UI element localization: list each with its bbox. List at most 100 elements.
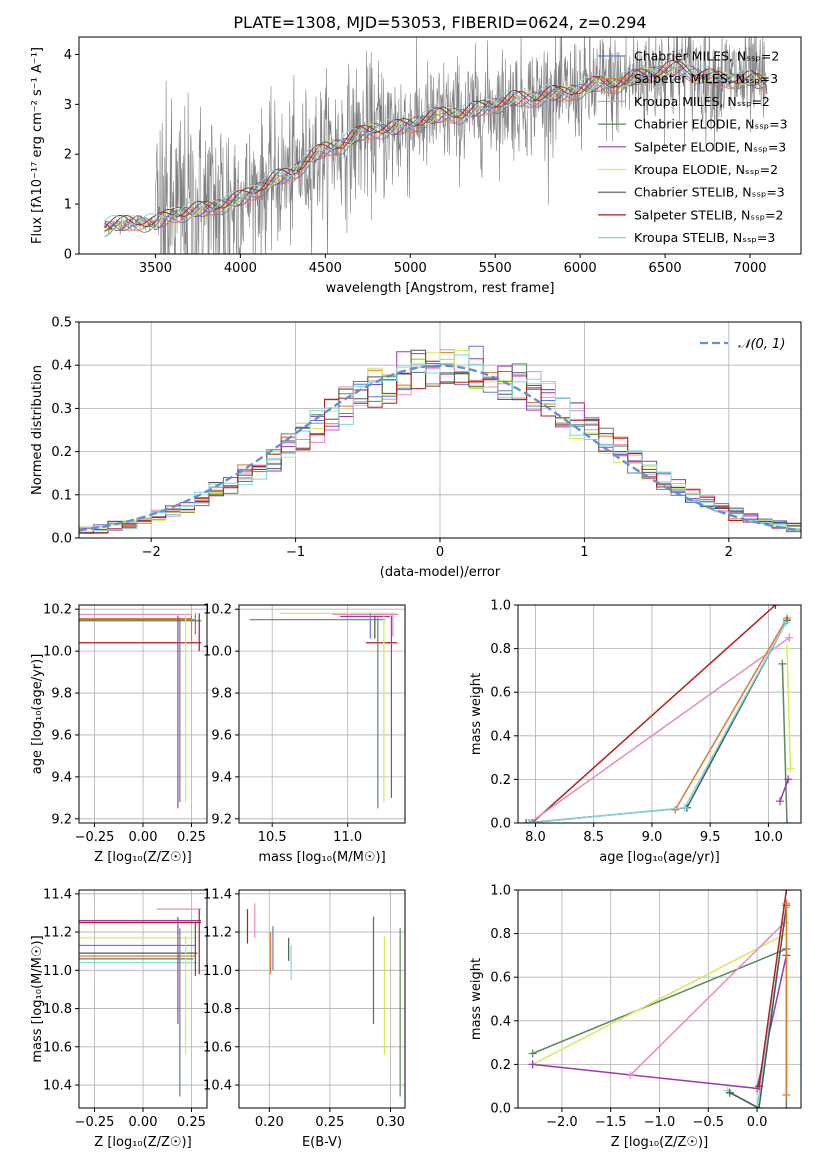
y-tick-label: 11.4 <box>203 887 232 902</box>
y-tick-label: 11.4 <box>43 887 72 902</box>
legend-label: Salpeter MILES, Nₛₛₚ=3 <box>634 71 778 86</box>
panel-mass-weight-vs-age: 8.0 8.5 9.0 9.5 10.0 0.0 0.2 0.4 0.6 0.8 1.0 age [l… <box>469 599 802 865</box>
weight-marker <box>778 659 787 668</box>
y-axis-label: mass weight <box>469 958 484 1040</box>
weight-marker <box>786 764 795 773</box>
x-tick-label: −0.5 <box>693 1115 725 1130</box>
y-tick-label: 10.4 <box>43 1079 72 1094</box>
x-axis-label: E(B-V) <box>302 1135 342 1150</box>
model-spectrum-line <box>104 66 768 233</box>
weight-line <box>729 905 788 1108</box>
x-axis-label: Z [log₁₀(Z/Z☉)] <box>94 850 191 865</box>
weight-marker <box>524 819 533 823</box>
x-tick-label: −1 <box>286 545 305 560</box>
axes-frame <box>78 604 208 824</box>
x-axis-label: age [log₁₀(age/yr)] <box>599 850 720 865</box>
y-tick-label: 0.2 <box>490 773 511 788</box>
plot-area <box>79 613 202 809</box>
weight-marker <box>527 819 536 823</box>
normal-curve <box>79 364 801 532</box>
x-tick-label: 11.0 <box>333 830 362 845</box>
y-tick-label: 9.2 <box>51 812 72 827</box>
y-tick-label: 10.8 <box>43 1002 72 1017</box>
y-tick-label: 0.1 <box>51 488 72 503</box>
weight-marker <box>782 890 791 894</box>
x-tick-label: 1 <box>580 545 588 560</box>
weight-marker <box>522 819 531 823</box>
x-tick-label: 6000 <box>564 261 597 276</box>
y-tick-label: 1.0 <box>490 884 511 899</box>
x-tick-label: −2.0 <box>546 1115 578 1130</box>
y-tick-label: 0.8 <box>490 642 511 657</box>
x-tick-label: 5000 <box>394 261 427 276</box>
weight-line <box>786 648 792 769</box>
panel-mass-vs-ebv: 0.20 0.25 0.30 10.4 10.6 10.8 11.0 11.2 11.4 E(B-… <box>203 887 406 1150</box>
y-tick-label: 0.5 <box>51 316 72 331</box>
x-tick-label: 7000 <box>733 261 766 276</box>
weight-line <box>532 932 787 1066</box>
y-tick-label: 10.2 <box>203 603 232 618</box>
weight-marker <box>525 819 534 823</box>
axes-frame <box>78 321 802 539</box>
y-tick-label: 10.4 <box>203 1079 232 1094</box>
y-tick-label: 0.0 <box>490 817 511 832</box>
weight-marker <box>725 1088 734 1097</box>
x-tick-label: 9.0 <box>642 830 663 845</box>
x-axis-label: (data-model)/error <box>380 565 501 580</box>
x-tick-label: 0.00 <box>129 1115 158 1130</box>
plot-area <box>104 37 768 254</box>
panel-residuals: −2 −1 0 1 2 0.0 0.1 0.2 0.3 0.4 0.5 (data-model)/er… <box>30 316 802 580</box>
weight-marker <box>528 1060 537 1069</box>
y-tick-label: 10.6 <box>203 1040 232 1055</box>
histogram-step <box>79 350 801 530</box>
model-spectrum-line <box>104 60 768 229</box>
x-tick-label: 6500 <box>649 261 682 276</box>
y-tick-label: 9.6 <box>211 728 232 743</box>
weight-marker <box>755 1104 764 1108</box>
y-tick-label: 0.3 <box>51 402 72 417</box>
weight-marker <box>783 644 792 653</box>
x-tick-label: 8.5 <box>583 830 604 845</box>
y-tick-label: 9.8 <box>51 687 72 702</box>
y-tick-label: 0 <box>64 248 72 263</box>
x-tick-label: 4500 <box>309 261 342 276</box>
x-tick-label: −1.0 <box>644 1115 676 1130</box>
axes-frame <box>78 36 802 255</box>
weight-line <box>779 779 789 802</box>
weight-marker <box>782 1104 791 1108</box>
model-spectrum-line <box>104 62 768 231</box>
axes-frame <box>78 889 208 1109</box>
y-tick-label: 10.8 <box>203 1002 232 1017</box>
x-tick-label: 4000 <box>224 261 257 276</box>
y-tick-label: 11.2 <box>43 926 72 941</box>
weight-marker <box>776 797 785 806</box>
legend-label: Kroupa MILES, Nₛₛₚ=2 <box>634 94 770 109</box>
x-tick-label: 0.0 <box>747 1115 768 1130</box>
x-tick-label: 5500 <box>479 261 512 276</box>
legend-label: Chabrier MILES, Nₛₛₚ=2 <box>634 49 779 64</box>
histogram-step <box>79 349 801 534</box>
weight-line <box>758 890 788 1087</box>
x-tick-label: 0.00 <box>129 830 158 845</box>
weight-marker <box>785 633 794 642</box>
plot-area <box>522 605 795 823</box>
legend-label: Salpeter ELODIE, Nₛₛₚ=3 <box>634 139 786 154</box>
legend-label: Chabrier STELIB, Nₛₛₚ=3 <box>634 185 785 200</box>
x-tick-label: −0.25 <box>75 1115 115 1130</box>
figure-title: PLATE=1308, MJD=53053, FIBERID=0624, z=0… <box>233 13 646 32</box>
weight-marker <box>753 1104 762 1108</box>
y-tick-label: 0.6 <box>490 971 511 986</box>
y-tick-label: 0.0 <box>51 532 72 547</box>
y-tick-label: 0.2 <box>51 445 72 460</box>
y-axis-label: Normed distribution <box>30 365 45 495</box>
x-axis-label: wavelength [Angstrom, rest frame] <box>326 281 555 296</box>
legend-label: Chabrier ELODIE, Nₛₛₚ=3 <box>634 117 788 132</box>
y-tick-label: 10.6 <box>43 1040 72 1055</box>
panel-age-vs-mass: 10.5 11.0 9.2 9.4 9.6 9.8 10.0 10.2 mass [log₁₀(… <box>203 603 406 865</box>
plot-area <box>79 908 202 1097</box>
legend: Chabrier MILES, Nₛₛₚ=2 Salpeter MILES, Nₛ… <box>598 49 788 245</box>
legend: 𝒩(0, 1) <box>700 337 785 352</box>
y-tick-label: 1 <box>64 198 72 213</box>
y-tick-label: 11.0 <box>203 964 232 979</box>
y-tick-label: 9.8 <box>211 687 232 702</box>
